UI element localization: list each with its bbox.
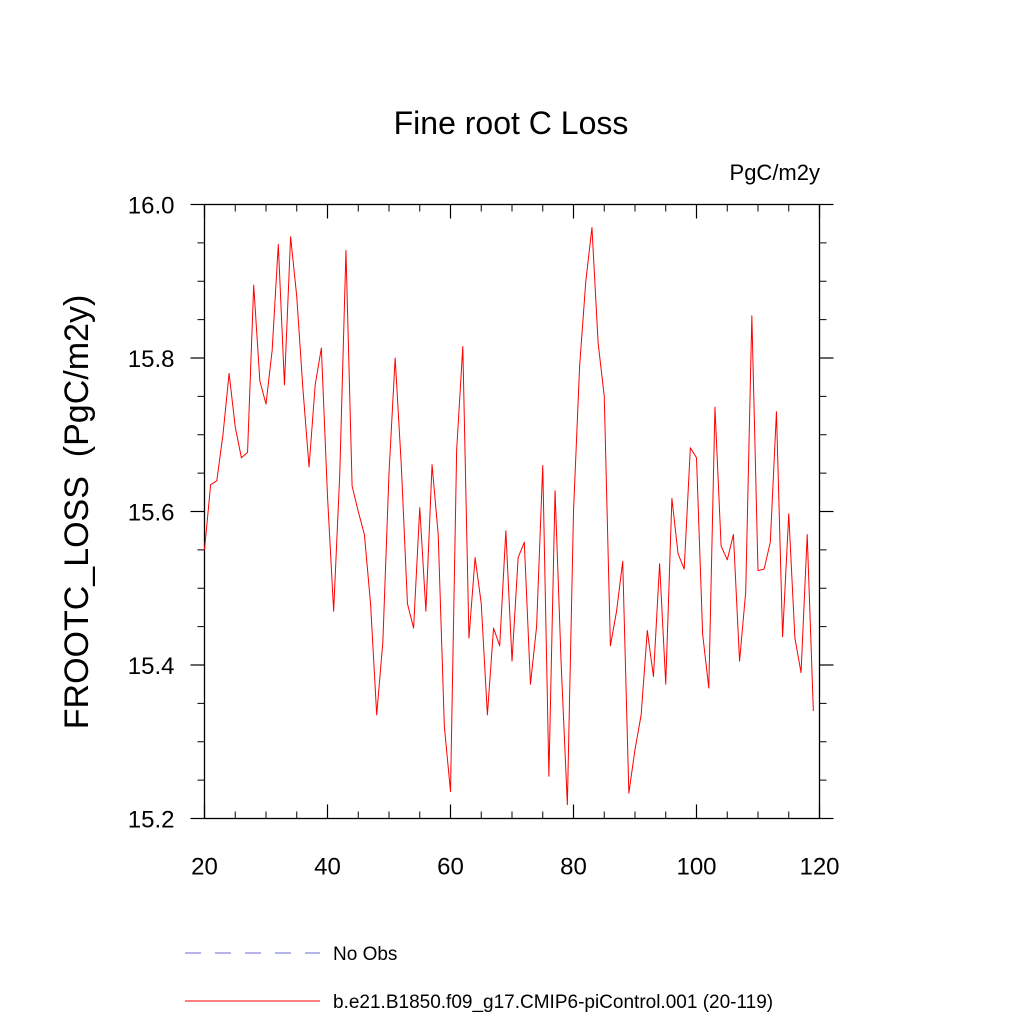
y-tick-label: 15.6 [128,500,175,527]
y-tick-label: 15.4 [128,653,175,680]
x-tick-label: 100 [676,854,716,881]
x-tick-label: 40 [314,854,341,881]
legend-label-no-obs: No Obs [333,944,397,965]
y-tick-label: 15.8 [128,346,175,373]
axis-ticks [190,203,834,820]
series-line-control [204,227,814,806]
y-axis-label: FROOTC_LOSS (PgC/m2y) [58,295,96,730]
tick-labels: 20 40 60 80 100 120 15.2 15.4 15.6 15.8 16.0 [128,193,840,881]
x-tick-label: 80 [560,854,587,881]
x-tick-label: 120 [799,854,839,881]
y-tick-label: 15.2 [128,807,175,834]
x-tick-label: 20 [191,854,218,881]
units-label: PgC/m2y [730,160,820,185]
series-group [204,227,814,806]
y-tick-label: 16.0 [128,193,175,220]
legend-label-control: b.e21.B1850.f09_g17.CMIP6-piControl.001 … [333,992,773,1013]
chart-title: Fine root C Loss [394,105,629,141]
x-tick-label: 60 [437,854,464,881]
